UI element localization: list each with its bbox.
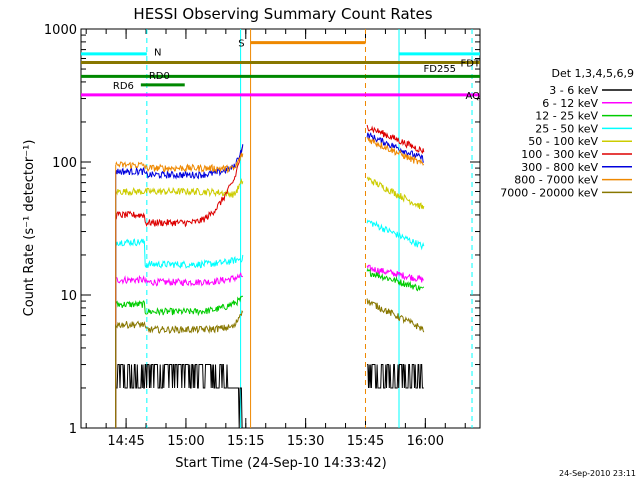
y-tick-label: 10 (60, 289, 77, 304)
flag-label-aq: AQ (465, 91, 480, 102)
x-tick-label: 16:00 (407, 434, 444, 449)
series-line-part1 (115, 144, 244, 180)
series-line-part1 (115, 364, 243, 429)
series-line-part2 (366, 132, 424, 163)
series-12-25-kev (115, 267, 425, 428)
series-line-part2 (366, 176, 425, 210)
series-line-part2 (366, 267, 425, 292)
legend-label: 50 - 100 keV (528, 135, 598, 148)
y-tick-label: 100 (52, 156, 77, 171)
y-tick-label: 1 (69, 422, 77, 437)
series-line-part1 (115, 177, 244, 198)
series-line-part2 (366, 298, 425, 333)
y-tick-label: 1000 (44, 23, 77, 38)
series-6-12-kev (115, 264, 424, 428)
x-axis-label: Start Time (24-Sep-10 14:33:42) (175, 456, 386, 471)
legend-label: 300 - 800 keV (521, 161, 598, 174)
series-line-part1 (115, 295, 244, 317)
series-3-6-kev (115, 364, 424, 429)
series-line-part1 (115, 310, 244, 335)
legend-label: 25 - 50 keV (535, 122, 598, 135)
series-25-50-kev (115, 219, 425, 428)
legend-label: 7000 - 20000 keV (500, 186, 598, 199)
x-tick-label: 15:15 (227, 434, 264, 449)
x-tick-label: 15:30 (287, 434, 324, 449)
series-line-part2 (367, 364, 424, 389)
flag-label-fd255: FD255 (424, 64, 457, 75)
x-tick-label: 14:45 (107, 434, 144, 449)
footer-timestamp: 24-Sep-2010 23:11 (559, 469, 636, 478)
series-line-part2 (366, 124, 425, 154)
x-tick-label: 15:00 (167, 434, 204, 449)
x-tick-label: 15:45 (347, 434, 384, 449)
flag-label-rd6: RD6 (113, 81, 134, 92)
chart-title: HESSI Observing Summary Count Rates (133, 5, 432, 23)
legend-title: Det 1,3,4,5,6,9 (551, 67, 634, 80)
y-axis-label: Count Rate (s⁻¹ detector⁻¹) (22, 140, 37, 317)
legend-label: 3 - 6 keV (549, 84, 598, 97)
legend-label: 12 - 25 keV (535, 110, 598, 123)
flag-label-rd0: RD0 (149, 71, 170, 82)
legend-label: 100 - 300 keV (521, 148, 598, 161)
flag-label-fdt: FDT (460, 58, 480, 69)
series-line-part1 (115, 272, 244, 287)
flag-label-n: N (154, 47, 161, 58)
series-line-part1 (115, 238, 244, 269)
series-line-part1 (115, 152, 244, 174)
series-line-part2 (366, 137, 425, 166)
flag-label-s: S (238, 39, 244, 50)
plot-frame (80, 28, 481, 429)
plot-area: 1 10 100 1000 14:45 15:00 15:15 15:30 15:45 16:00… (44, 23, 481, 449)
legend-label: 800 - 7000 keV (514, 174, 598, 187)
series-line-part2 (366, 219, 425, 251)
series-7000-20000-kev (115, 298, 425, 428)
series-line-part1 (115, 145, 244, 228)
legend-label: 6 - 12 keV (542, 97, 598, 110)
